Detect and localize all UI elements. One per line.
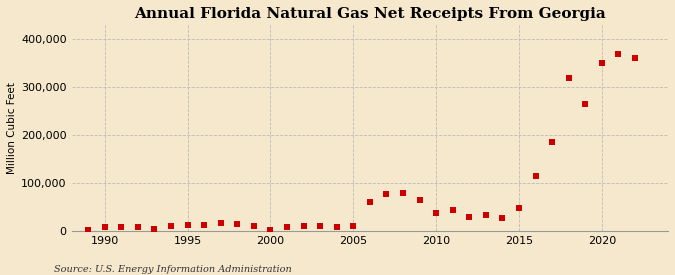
Point — [431, 211, 441, 215]
Point — [580, 102, 591, 106]
Point — [265, 227, 276, 232]
Point — [448, 207, 458, 212]
Point — [248, 224, 259, 229]
Point — [398, 191, 408, 195]
Y-axis label: Million Cubic Feet: Million Cubic Feet — [7, 82, 17, 174]
Point — [597, 61, 608, 65]
Point — [198, 223, 209, 227]
Point — [613, 51, 624, 56]
Point — [331, 225, 342, 230]
Point — [630, 56, 641, 61]
Point — [364, 200, 375, 205]
Point — [514, 206, 524, 210]
Point — [497, 216, 508, 220]
Point — [182, 223, 193, 228]
Point — [547, 140, 558, 145]
Point — [530, 174, 541, 178]
Point — [116, 225, 127, 229]
Point — [83, 228, 94, 232]
Point — [132, 225, 143, 230]
Point — [381, 192, 392, 196]
Point — [464, 214, 475, 219]
Text: Source: U.S. Energy Information Administration: Source: U.S. Energy Information Administ… — [54, 265, 292, 274]
Point — [232, 222, 243, 226]
Point — [563, 75, 574, 80]
Point — [99, 225, 110, 230]
Point — [215, 221, 226, 225]
Point — [281, 225, 292, 229]
Point — [298, 224, 309, 229]
Point — [481, 213, 491, 218]
Title: Annual Florida Natural Gas Net Receipts From Georgia: Annual Florida Natural Gas Net Receipts … — [134, 7, 605, 21]
Point — [414, 198, 425, 202]
Point — [315, 224, 325, 229]
Point — [348, 224, 358, 229]
Point — [149, 227, 160, 231]
Point — [165, 224, 176, 228]
